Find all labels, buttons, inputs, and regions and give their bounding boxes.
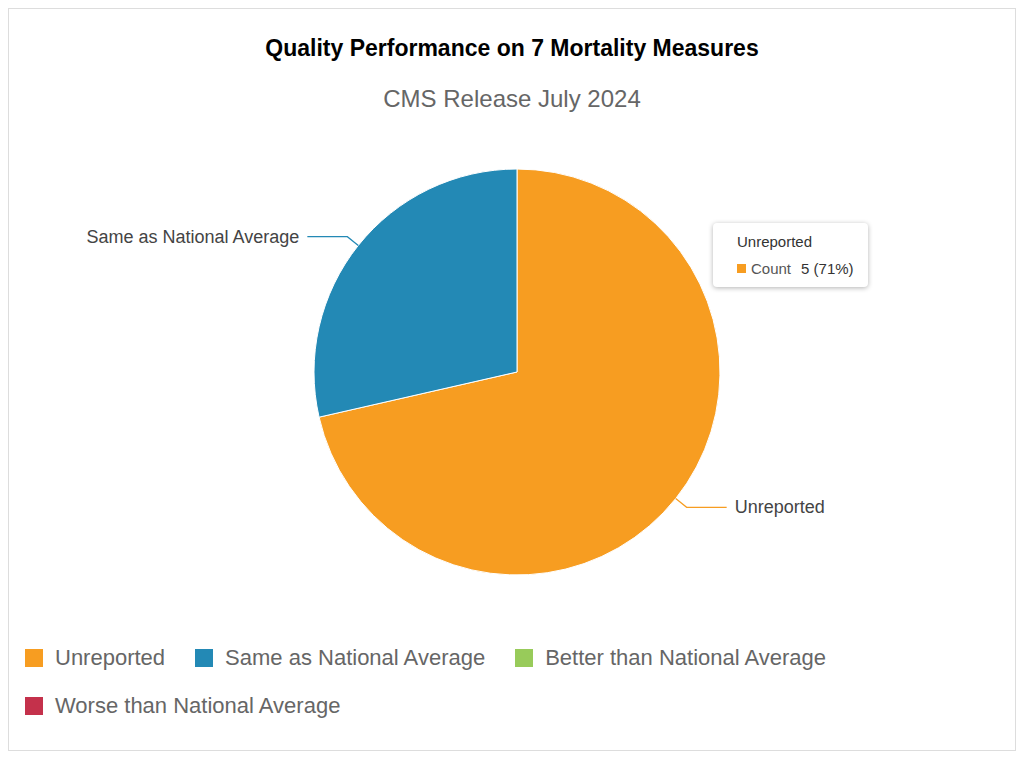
svg-text:Same as National Average: Same as National Average: [87, 227, 300, 247]
html-text:CMS Release July 2024: CMS Release July 2024: [383, 85, 641, 112]
svg-text:Unreported: Unreported: [735, 497, 825, 517]
html-text:Unreported: Unreported: [55, 645, 166, 670]
html-text:5 (71%): 5 (71%): [801, 260, 854, 277]
html-text:Quality Performance on 7 Morta: Quality Performance on 7 Mortality Measu…: [265, 35, 759, 61]
html-text:Worse than National Average: Worse than National Average: [55, 693, 341, 718]
html-text:Same as National Average: Same as National Average: [225, 645, 486, 670]
html-text:Unreported: Unreported: [737, 233, 812, 250]
html-text:Better than National Average: Better than National Average: [545, 645, 827, 670]
html-text:Count: Count: [751, 260, 791, 277]
